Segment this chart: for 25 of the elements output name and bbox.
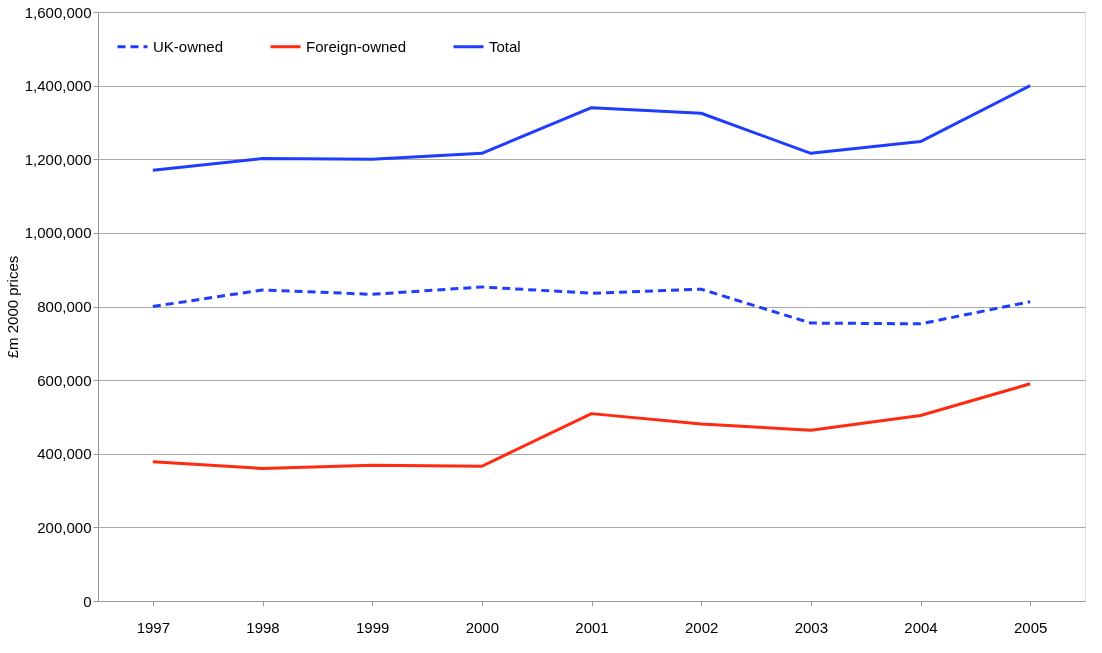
x-tick-label: 1999 [355,618,390,636]
y-tick-label: 1,000,000 [24,224,92,242]
legend-label: Foreign-owned [306,37,407,55]
y-tick-label: 400,000 [37,445,92,463]
x-tick-label: 2004 [904,618,938,636]
y-tick-label: 1,600,000 [24,3,92,21]
legend-label: Total [489,37,521,55]
y-tick-label: 0 [83,592,92,610]
y-tick-label: 1,400,000 [24,77,92,95]
legend-label: UK-owned [153,37,224,55]
x-tick-label: 2005 [1013,618,1048,636]
line-series [151,382,1032,470]
line-series [151,285,1032,326]
x-tick-label: 1997 [136,618,171,636]
x-tick-label: 1998 [246,618,280,636]
x-tick-label: 2003 [794,618,829,636]
x-tick-label: 2000 [465,618,500,636]
y-tick-label: 600,000 [37,371,92,389]
x-tick-label: 2002 [684,618,719,636]
y-tick-label: 1,200,000 [24,150,92,168]
y-tick-label: 800,000 [37,298,92,315]
x-tick-label: 2001 [575,618,609,636]
y-axis-title: £m 2000 prices [3,255,21,359]
y-tick-label: 200,000 [37,518,92,536]
line-series [151,84,1032,172]
